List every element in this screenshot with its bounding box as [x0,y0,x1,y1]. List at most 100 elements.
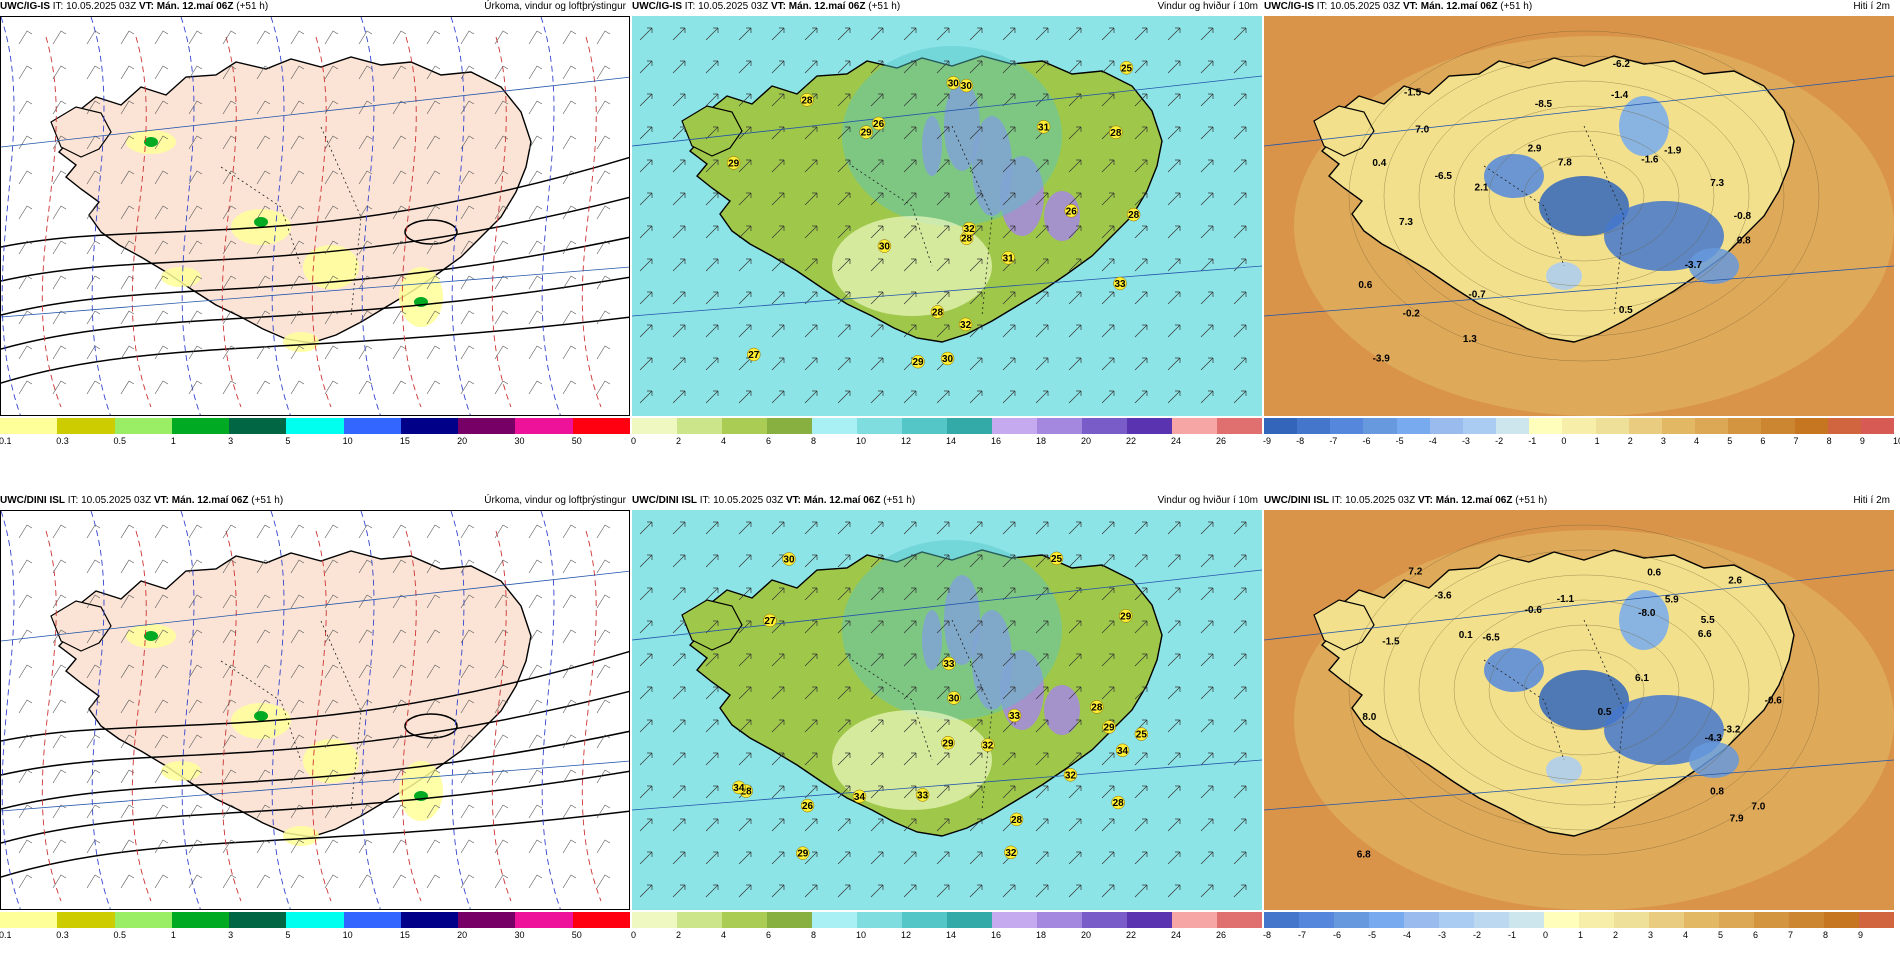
wind-arrow [1134,159,1148,173]
wind-arrow [705,851,719,865]
color-scale-cell [947,418,992,434]
wind-barb [18,310,33,325]
scale-tick-label: 14 [946,436,957,446]
wind-barb [324,310,339,325]
wind-barb [222,699,237,714]
wind-barb [528,664,543,679]
wind-arrow [1134,126,1148,140]
color-scale-cell [1595,418,1629,434]
wind-arrow [804,324,818,338]
color-scale-cell [1719,912,1754,928]
wind-arrow [936,225,950,239]
scale-tick-label: -3 [1461,436,1470,446]
wind-arrow [1167,521,1181,535]
scale-tick-label: 12 [901,930,912,940]
wind-arrow [837,291,851,305]
gust-marker [877,239,892,253]
wind-barb [324,594,339,609]
forecast-map: 29 27 26 29 25 30 28 32 32 30 30 28 26 28 31 31 28 29 33 28… [632,16,1262,416]
color-scale-cell [1037,418,1082,434]
gust-marker [1113,276,1127,291]
scale-tick-label: -6 [1333,930,1342,940]
wind-barb [460,380,475,395]
color-scale-cell [1127,418,1172,434]
wind-arrow [936,587,950,601]
wind-barb [222,594,237,609]
wind-arrow [936,851,950,865]
wind-barb [18,524,33,539]
wind-arrow [936,554,950,568]
wind-barb [86,559,101,574]
scale-tick-label: 6 [1760,436,1766,446]
wind-barb [324,804,339,819]
wind-barb [256,135,271,150]
wind-barb [290,629,305,644]
wind-barb [392,345,407,360]
wind-arrow [837,851,851,865]
wind-arrow [804,554,818,568]
wind-arrow [1233,620,1247,634]
wind-arrow [1002,60,1016,74]
gust-marker [941,736,955,750]
wind-arrow [870,159,884,173]
wind-barb [562,205,577,220]
value-label: 7.3 [1710,178,1724,189]
value-label: -1.1 [1557,594,1575,605]
wind-barb [494,839,509,854]
value-label: 30 [942,354,954,365]
high-wind-area [1044,685,1080,735]
wind-barb [120,524,135,539]
wind-barb [426,380,441,395]
scale-tick-label: -8 [1296,436,1305,446]
color-scale-cell [171,418,230,434]
wind-arrow [639,587,653,601]
wind-arrow [903,818,917,832]
wind-barb [426,205,441,220]
wind-barb [596,874,611,889]
wind-arrow [1002,686,1016,700]
color-scale-cell [1649,912,1684,928]
panel-lead-time: (+51 h) [236,1,269,12]
wind-arrow [870,587,884,601]
wind-arrow [1101,324,1115,338]
wind-barb [86,629,101,644]
wind-arrow [969,291,983,305]
wind-arrow [804,225,818,239]
value-label: -0.6 [1765,695,1783,706]
color-scale-cell [1789,912,1824,928]
wind-barb [290,100,305,115]
wind-barb [324,65,339,80]
color-scale-cell [1172,418,1217,434]
wind-barb [120,594,135,609]
temperature-contour [311,36,332,408]
wind-barb [392,594,407,609]
color-scale-cell [1544,912,1579,928]
wind-arrow [771,60,785,74]
wind-arrow [705,587,719,601]
wind-barb [392,524,407,539]
wind-arrow [936,884,950,898]
wind-arrow [1167,554,1181,568]
wind-barb [596,524,611,539]
value-label: 7.3 [1399,217,1413,228]
wind-barb [392,310,407,325]
panel-issue-time: IT: 10.05.2025 03Z [684,1,769,12]
wind-barb [222,135,237,150]
wind-arrow [705,818,719,832]
scale-tick-label: 10 [856,436,867,446]
wind-barb [256,664,271,679]
wind-arrow [870,818,884,832]
wind-barb [460,345,475,360]
wind-arrow [936,60,950,74]
wind-arrow [1167,27,1181,41]
wind-barb [426,559,441,574]
scale-tick-label: 9 [1859,436,1865,446]
value-label: 7.9 [1730,814,1744,825]
wind-arrow [936,324,950,338]
wind-arrow [672,686,686,700]
wind-arrow [771,521,785,535]
wind-arrow [672,884,686,898]
scale-tick-label: 0 [631,930,637,940]
wind-barb [154,699,169,714]
wind-arrow [1167,587,1181,601]
